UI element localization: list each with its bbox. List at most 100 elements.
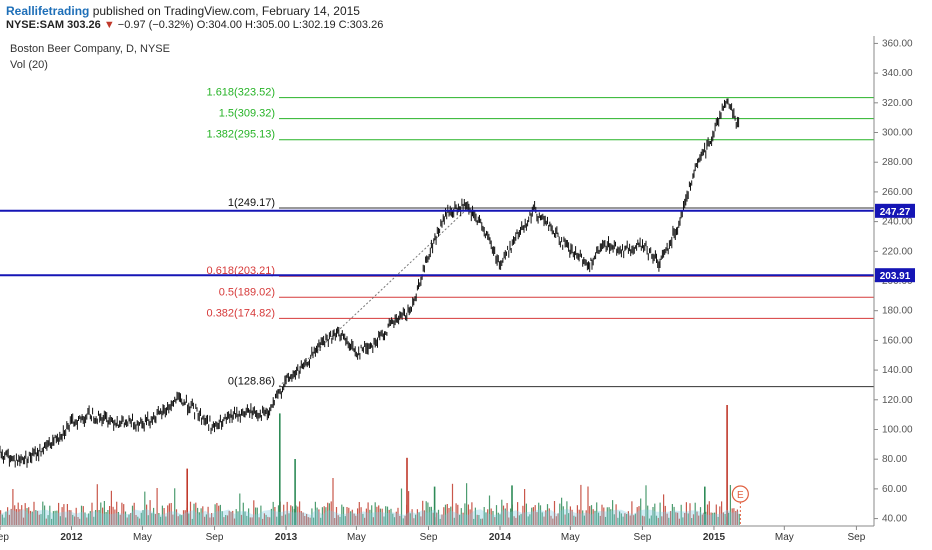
volume-bar <box>221 511 223 525</box>
volume-bar <box>422 500 424 525</box>
y-tick-label: 220.00 <box>882 246 913 257</box>
horizontal-lines[interactable] <box>0 209 874 277</box>
volume-bar <box>495 505 498 525</box>
volume-bar <box>652 507 654 525</box>
volume-bar <box>0 510 2 525</box>
volume-bar <box>680 504 682 525</box>
volume-bar <box>589 506 591 525</box>
volume-bar <box>189 501 192 525</box>
volume-spike-bar <box>294 459 296 525</box>
volume-bar <box>130 513 132 525</box>
volume-bar <box>698 515 700 525</box>
volume-bar <box>124 511 127 525</box>
volume-bar <box>397 507 399 525</box>
volume-bar <box>233 518 236 525</box>
volume-bar <box>146 504 148 525</box>
volume-bar <box>459 514 461 525</box>
volume-bar <box>629 515 631 525</box>
open-value: 304.00 <box>208 19 242 31</box>
volume-bar <box>429 506 431 525</box>
volume-bar <box>582 510 584 525</box>
x-tick-label: May <box>561 532 580 543</box>
volume-bar <box>399 515 401 525</box>
volume-bar <box>181 515 183 525</box>
price-bars <box>0 98 740 468</box>
volume-bar <box>286 501 288 525</box>
volume-bar <box>386 506 389 525</box>
symbol-quote-line: NYSE:SAM 303.26 ▼ −0.97 (−0.32%) O:304.0… <box>6 19 383 31</box>
volume-bar <box>497 512 499 525</box>
volume-bar <box>692 514 695 525</box>
volume-bar <box>564 514 566 525</box>
volume-bar <box>318 509 320 525</box>
earnings-markers[interactable]: E <box>731 485 749 526</box>
volume-bar <box>218 505 220 525</box>
volume-bar <box>262 518 264 525</box>
volume-bar <box>701 514 703 525</box>
fib-extension-levels[interactable]: 1.618(323.52) 1.5(309.32) 1.382(295.13) 1(2… <box>207 87 874 388</box>
author-link[interactable]: Reallifetrading <box>6 4 90 18</box>
volume-bar <box>56 510 58 525</box>
volume-bar <box>617 517 619 525</box>
volume-bar <box>527 516 529 525</box>
volume-bar <box>40 514 42 525</box>
volume-bar <box>612 500 614 525</box>
time-axis[interactable]: Sep 2012 May Sep 2013 May Sep 2014 May Sep 2015 May… <box>0 526 866 543</box>
volume-bar <box>485 512 487 525</box>
volume-bar <box>75 507 77 525</box>
volume-bar <box>664 505 666 525</box>
volume-spike-bar <box>704 486 706 525</box>
volume-bar <box>33 501 35 525</box>
volume-bar <box>413 518 415 525</box>
volume-bar <box>719 506 721 525</box>
volume-bar <box>608 507 610 525</box>
volume-bar <box>160 516 162 525</box>
volume-bar <box>706 504 709 525</box>
volume-bar <box>381 508 383 525</box>
volume-bar <box>571 509 573 525</box>
volume-bar <box>86 517 88 525</box>
price-chart[interactable]: Boston Beer Company, D, NYSE Vol (20) 1.… <box>0 36 932 550</box>
y-tick-label: 280.00 <box>882 157 913 168</box>
volume-bar <box>1 514 3 525</box>
volume-bar <box>309 517 311 525</box>
volume-bar <box>425 501 427 525</box>
volume-bar <box>490 508 492 525</box>
volume-bar <box>436 512 438 525</box>
volume-bar <box>536 512 538 525</box>
volume-bar <box>24 503 26 525</box>
volume-bar <box>5 511 7 525</box>
volume-bar <box>388 509 390 525</box>
volume-bar <box>640 498 642 525</box>
volume-bar <box>383 516 385 525</box>
volume-bar <box>367 502 369 525</box>
volume-bar <box>167 505 169 525</box>
volume-bar <box>255 507 257 525</box>
price-tag-label: 203.91 <box>880 271 911 282</box>
volume-bar <box>95 510 97 525</box>
volume-bar <box>543 516 545 525</box>
volume-bar <box>712 512 714 525</box>
volume-bar <box>365 508 367 525</box>
volume-bar <box>344 516 346 525</box>
volume-bar <box>404 515 406 525</box>
volume-bar <box>307 517 309 525</box>
volume-bar <box>721 501 723 525</box>
volume-bar <box>323 506 325 525</box>
volume-bar <box>182 510 185 525</box>
volume-bar <box>455 503 457 525</box>
volume-bar <box>288 513 290 525</box>
x-tick-label: May <box>347 532 366 543</box>
volume-bar <box>444 504 447 525</box>
volume-bar <box>522 505 524 525</box>
x-tick-label: 2013 <box>275 532 298 543</box>
volume-bar <box>573 515 575 525</box>
volume-bar <box>729 485 731 525</box>
volume-bar <box>546 504 549 525</box>
volume-bar <box>137 516 139 525</box>
x-tick-label: Sep <box>634 532 652 543</box>
volume-bar <box>350 511 352 525</box>
volume-bar <box>228 510 230 525</box>
volume-bar <box>648 518 651 525</box>
volume-bar <box>476 514 478 525</box>
